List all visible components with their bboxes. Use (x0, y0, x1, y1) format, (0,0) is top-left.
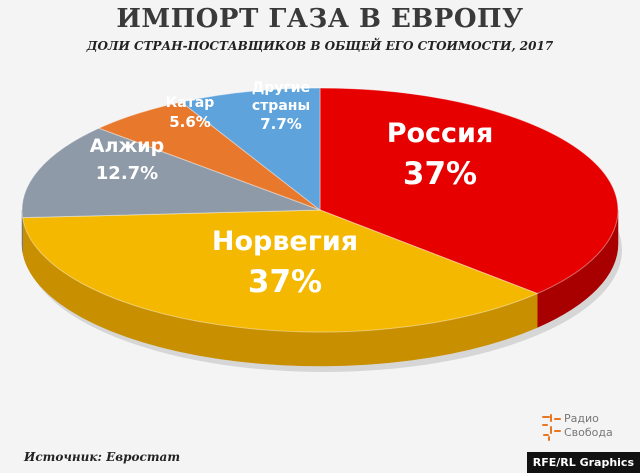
slice-label-2: Алжир (90, 135, 164, 157)
source-note: Источник: Евростат (24, 450, 181, 464)
slice-value-1: 37% (248, 264, 322, 300)
logo-line-2: Свобода (564, 426, 613, 439)
logo-dash-5 (554, 430, 561, 432)
radio-svoboda-logo: Радио Свобода (540, 410, 620, 444)
pie-slice-1 (22, 209, 539, 333)
pie-slice-2 (21, 127, 321, 219)
slice-value-0: 37% (403, 156, 477, 192)
pie-slice-3 (97, 101, 321, 211)
slice-value-2: 12.7% (96, 163, 158, 184)
credit-label: RFE/RL Graphics (526, 452, 640, 473)
logo-dash-4 (550, 426, 552, 434)
slice-label-3: Катар (166, 95, 214, 111)
slice-label-4-line-1: страны (252, 98, 310, 114)
chart-title: ИМПОРТ ГАЗА В ЕВРОПУ (116, 4, 524, 34)
slice-label-1: Норвегия (212, 226, 358, 257)
chart-subtitle: ДОЛИ СТРАН-ПОСТАВЩИКОВ В ОБЩЕЙ ЕГО СТОИМ… (86, 39, 554, 53)
logo-dash-7 (548, 436, 550, 441)
pie-slice-0 (319, 87, 619, 295)
slice-value-3: 5.6% (169, 113, 211, 131)
logo-dash-0 (542, 416, 550, 418)
slice-value-4: 7.7% (260, 115, 302, 133)
pie-slice-4 (180, 87, 321, 212)
logo-dash-6 (543, 434, 549, 436)
logo-dash-2 (554, 418, 561, 420)
logo-dash-3 (542, 424, 548, 426)
slice-label-0: Россия (387, 118, 494, 149)
logo-dash-1 (550, 414, 552, 422)
logo-mark-icon (542, 414, 561, 441)
logo-line-1: Радио (564, 412, 599, 425)
slice-label-4-line-0: Другие (252, 80, 310, 96)
